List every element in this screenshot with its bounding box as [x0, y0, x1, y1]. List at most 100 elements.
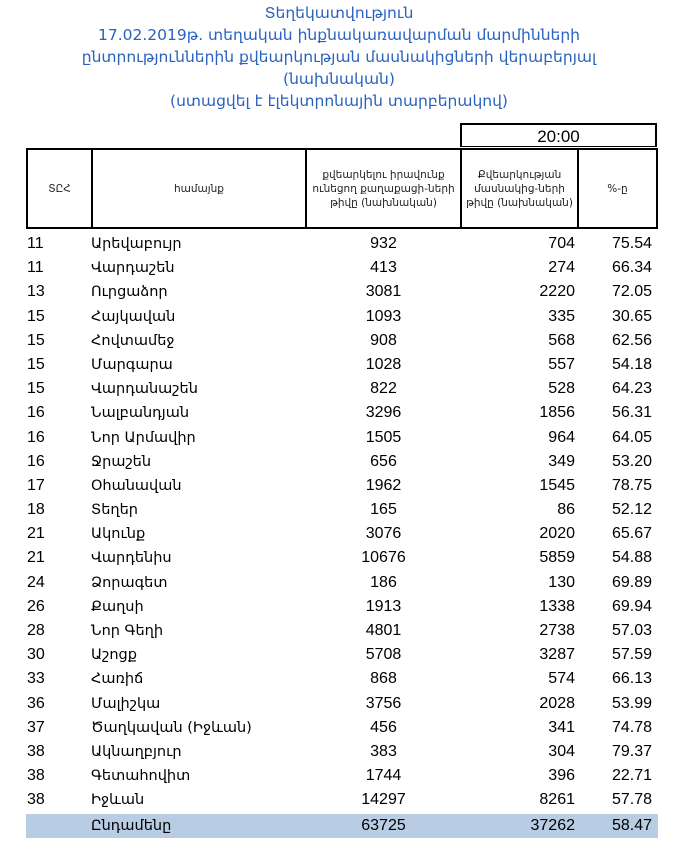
cell-eligible: 10676: [361, 549, 406, 567]
cell-eligible: 3296: [365, 404, 402, 422]
cell-participants: 2220: [539, 283, 575, 301]
table-row: 15 Հովտամեջ 908 568 62.56: [26, 329, 658, 353]
cell-percent: 66.34: [611, 259, 652, 277]
cell-percent: 57.59: [611, 646, 652, 664]
cell-participants: 274: [548, 259, 575, 277]
cell-community: Հառիճ: [91, 671, 144, 688]
cell-participants: 568: [548, 331, 575, 349]
cell-eligible: 1913: [365, 597, 402, 615]
cell-eligible: 656: [370, 452, 397, 470]
cell-tec: 16: [27, 452, 45, 470]
table-row: 33 Հառիճ 868 574 66.13: [26, 667, 658, 691]
cell-eligible: 932: [370, 235, 397, 252]
cell-community: Քաղսի: [91, 598, 144, 615]
total-label: Ընդամենը: [91, 817, 172, 834]
cell-eligible: 908: [370, 331, 397, 349]
cell-participants: 5859: [539, 549, 575, 567]
cell-community: Ծաղկավան (Իջևան): [91, 719, 252, 736]
table-row: 18 Տեղեր 165 86 52.12: [26, 498, 658, 522]
table-row: 16 Նալբանդյան 3296 1856 56.31: [26, 401, 658, 425]
cell-participants: 8261: [539, 791, 575, 809]
cell-tec: 15: [27, 307, 45, 325]
cell-percent: 64.23: [611, 380, 652, 398]
time-header: 20:00: [460, 123, 657, 147]
table-header: ՏԸՀ համայնք քվեարկելու իրավունք ունեցող …: [26, 148, 658, 229]
cell-percent: 79.37: [611, 742, 652, 760]
cell-participants: 396: [548, 767, 575, 785]
cell-participants: 2028: [539, 694, 575, 712]
title-line: 17.02.2019թ. տեղական ինքնակառավարման մար…: [98, 26, 580, 44]
cell-tec: 16: [27, 428, 45, 446]
cell-participants: 704: [548, 235, 575, 252]
cell-participants: 2738: [539, 622, 575, 639]
cell-tec: 15: [27, 355, 45, 373]
cell-percent: 65.67: [611, 525, 652, 543]
cell-tec: 28: [27, 622, 45, 639]
cell-tec: 15: [27, 380, 45, 398]
cell-tec: 13: [27, 283, 45, 301]
cell-community: Հովտամեջ: [91, 332, 175, 349]
cell-percent: 69.89: [611, 573, 652, 591]
cell-community: Աշոցք: [91, 647, 137, 664]
cell-tec: 11: [27, 235, 44, 252]
total-eligible: 63725: [361, 816, 406, 834]
table-row: 13 Ուրցաձոր 3081 2220 72.05: [26, 280, 658, 304]
cell-percent: 53.99: [611, 694, 652, 712]
cell-community: Մալիշկա: [91, 695, 161, 712]
cell-eligible: 14297: [361, 791, 406, 809]
cell-percent: 74.78: [611, 718, 652, 736]
cell-community: Ուրցաձոր: [91, 284, 168, 301]
cell-community: Հայկավան: [91, 308, 176, 325]
cell-participants: 1338: [539, 597, 575, 615]
cell-percent: 53.20: [611, 452, 652, 470]
cell-eligible: 1962: [365, 476, 402, 494]
total-row: Ընդամենը 63725 37262 58.47: [26, 813, 658, 838]
table-row: 21 Ակունք 3076 2020 65.67: [26, 522, 658, 546]
cell-percent: 30.65: [611, 307, 652, 325]
cell-eligible: 3756: [365, 694, 402, 712]
cell-tec: [26, 814, 91, 838]
cell-eligible: 822: [370, 380, 397, 398]
cell-eligible: 868: [370, 670, 397, 688]
title-line: Տեղեկատվություն: [264, 4, 414, 22]
cell-percent: 75.54: [611, 235, 652, 252]
table-row: 38 Ակնաղբյուր 383 304 79.37: [26, 740, 658, 764]
title-line: (նախնական): [283, 70, 395, 88]
cell-participants: 1856: [539, 404, 575, 422]
cell-tec: 38: [27, 742, 45, 760]
table-row: 38 Գետահովիտ 1744 396 22.71: [26, 764, 658, 788]
total-participants: 37262: [530, 816, 576, 834]
cell-percent: 56.31: [611, 404, 652, 422]
cell-percent: 57.78: [611, 791, 652, 809]
cell-eligible: 383: [370, 742, 397, 760]
cell-eligible: 413: [370, 259, 397, 277]
cell-tec: 38: [27, 767, 45, 785]
cell-community: Նալբանդյան: [91, 405, 190, 422]
table-row: 24 Ձորագետ 186 130 69.89: [26, 571, 658, 595]
cell-eligible: 456: [370, 718, 397, 736]
table-row: 15 Մարգարա 1028 557 54.18: [26, 353, 658, 377]
cell-eligible: 3076: [365, 525, 402, 543]
cell-percent: 66.13: [611, 670, 652, 688]
table-row: 38 Իջևան 14297 8261 57.78: [26, 788, 658, 812]
table-row: 30 Աշոցք 5708 3287 57.59: [26, 643, 658, 667]
cell-community: Վարդենիս: [91, 550, 172, 567]
cell-community: Ակունք: [91, 526, 146, 543]
cell-participants: 3287: [539, 646, 575, 664]
cell-participants: 557: [548, 355, 575, 373]
table-row: 15 Հայկավան 1093 335 30.65: [26, 305, 658, 329]
cell-tec: 15: [27, 331, 45, 349]
cell-percent: 57.03: [611, 622, 652, 639]
cell-eligible: 5708: [365, 646, 402, 664]
total-percent: 58.47: [611, 816, 652, 834]
table-body: 11 Արեվաբույր 932 704 75.54 11 Վարդաշեն 413 274 6…: [26, 232, 658, 838]
cell-community: Տեղեր: [91, 502, 138, 519]
cell-participants: 528: [548, 380, 575, 398]
cell-tec: 16: [27, 404, 45, 422]
cell-community: Օհանավան: [91, 477, 182, 494]
cell-community: Ակնաղբյուր: [91, 743, 182, 760]
cell-eligible: 4801: [365, 622, 402, 639]
table-row: 36 Մալիշկա 3756 2028 53.99: [26, 692, 658, 716]
cell-tec: 37: [27, 718, 45, 736]
cell-community: Գետահովիտ: [91, 768, 191, 785]
